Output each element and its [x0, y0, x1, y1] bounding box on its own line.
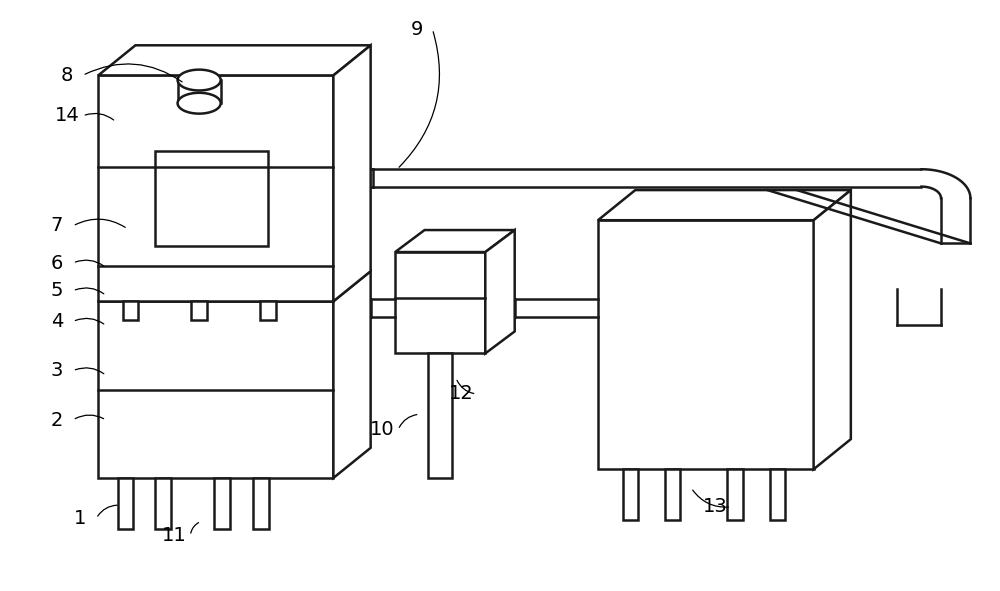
Text: 2: 2 — [51, 411, 63, 430]
Bar — [253, 478, 269, 529]
Text: 4: 4 — [51, 312, 63, 331]
Bar — [155, 151, 268, 246]
Polygon shape — [485, 230, 515, 353]
Text: 3: 3 — [51, 361, 63, 380]
Bar — [155, 478, 171, 529]
Polygon shape — [98, 46, 371, 76]
Bar — [727, 469, 743, 520]
Polygon shape — [333, 271, 371, 478]
Text: 10: 10 — [370, 420, 395, 439]
Bar — [428, 353, 452, 478]
Ellipse shape — [178, 70, 221, 90]
Polygon shape — [395, 230, 515, 252]
Bar — [260, 301, 276, 320]
Text: 12: 12 — [448, 385, 473, 404]
Text: 5: 5 — [51, 281, 63, 300]
Bar — [123, 301, 138, 320]
Polygon shape — [98, 271, 371, 301]
Text: 8: 8 — [61, 66, 73, 85]
Bar — [665, 469, 680, 520]
Bar — [214, 478, 230, 529]
Text: 11: 11 — [162, 527, 187, 545]
Polygon shape — [598, 190, 851, 220]
Bar — [622, 469, 638, 520]
Bar — [98, 76, 333, 301]
Text: 6: 6 — [51, 254, 63, 272]
Bar — [395, 252, 485, 353]
Bar — [191, 301, 207, 320]
Ellipse shape — [178, 93, 221, 113]
Text: 1: 1 — [74, 509, 87, 528]
Text: 13: 13 — [703, 498, 728, 517]
Bar — [598, 220, 814, 469]
Text: 7: 7 — [51, 216, 63, 235]
Polygon shape — [333, 46, 371, 301]
Text: 14: 14 — [54, 106, 79, 125]
Bar — [98, 301, 333, 478]
Bar — [118, 478, 133, 529]
Polygon shape — [814, 190, 851, 469]
Text: 9: 9 — [411, 20, 423, 38]
Bar — [770, 469, 785, 520]
